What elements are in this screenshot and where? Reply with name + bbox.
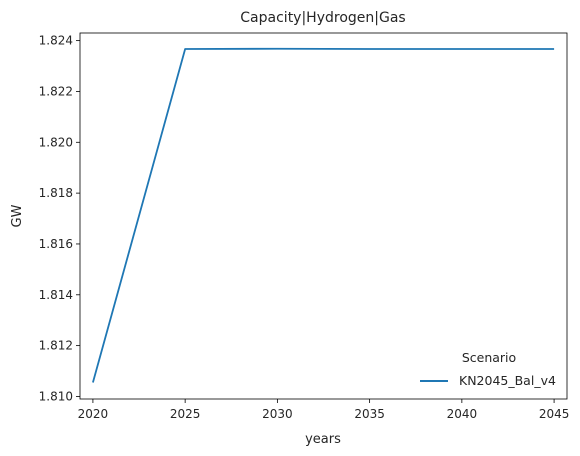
y-axis: 1.810 1.812 1.814 1.816 1.818 1.820 1.822 1.824: [39, 34, 80, 403]
y-tick-label: 1.820: [39, 135, 73, 149]
chart-title: Capacity|Hydrogen|Gas: [240, 10, 405, 26]
y-tick-label: 1.812: [39, 339, 73, 353]
legend-entry-label: KN2045_Bal_v4: [459, 373, 556, 388]
x-tick-label: 2020: [78, 407, 109, 421]
x-tick-label: 2025: [170, 407, 201, 421]
y-tick-label: 1.816: [39, 237, 73, 251]
plot-area: [79, 32, 568, 400]
plot-frame: [79, 32, 568, 400]
y-tick-label: 1.810: [39, 389, 73, 403]
x-axis: 2020 2025 2030 2035 2040 2045: [78, 399, 570, 421]
y-axis-label: GW: [10, 204, 25, 227]
legend: Scenario KN2045_Bal_v4: [420, 350, 556, 388]
x-tick-label: 2045: [539, 407, 570, 421]
series-line: [92, 47, 555, 383]
y-tick-label: 1.822: [39, 84, 73, 98]
x-tick-label: 2035: [354, 407, 385, 421]
x-tick-label: 2030: [262, 407, 293, 421]
y-tick-label: 1.814: [39, 288, 73, 302]
series-layer: [92, 47, 555, 383]
y-tick-label: 1.818: [39, 186, 73, 200]
legend-title: Scenario: [462, 350, 516, 365]
x-tick-label: 2040: [447, 407, 478, 421]
y-tick-label: 1.824: [39, 34, 73, 48]
x-axis-label: years: [305, 432, 341, 447]
